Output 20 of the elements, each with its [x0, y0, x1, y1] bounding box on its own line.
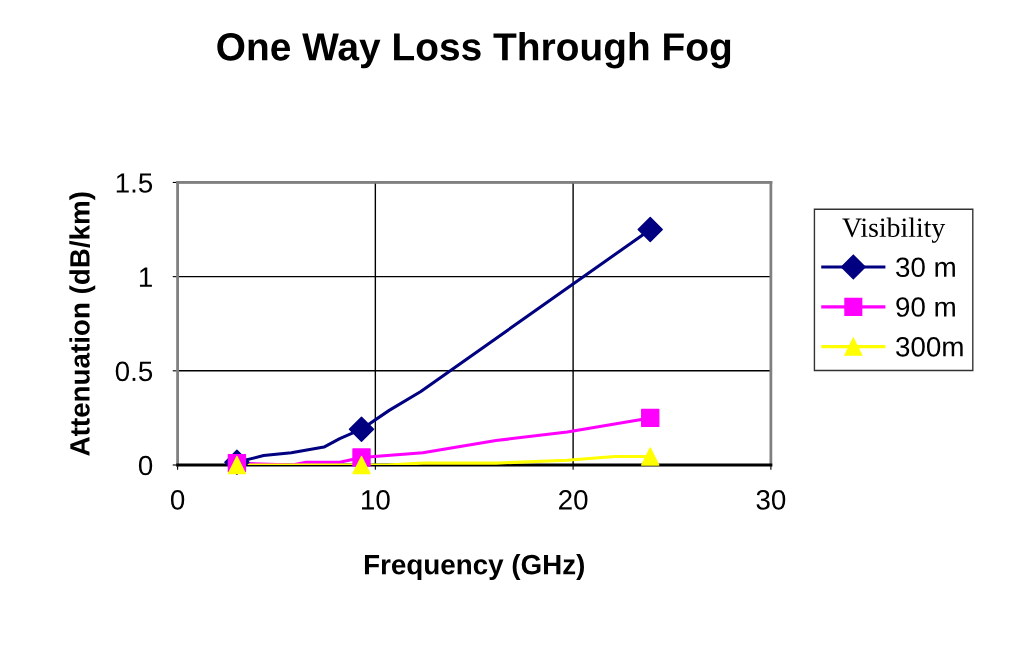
point [641, 447, 660, 466]
x-tick-label: 0 [170, 490, 185, 510]
y-tick-label: 0 [138, 455, 153, 476]
y-tick-label: 0.5 [115, 361, 153, 382]
point [637, 216, 663, 243]
x-tick-label: 20 [559, 490, 588, 510]
y-tick-label: 1 [139, 267, 152, 287]
point [352, 455, 371, 475]
legend-label: 90 m [896, 297, 955, 317]
chart-title: One Way Loss Through Fog [217, 32, 731, 69]
y-tick-label: 1.5 [116, 173, 153, 193]
x-axis-title: Frequency (GHz) [364, 554, 584, 580]
y-axis-title: Attenuation (dB/km) [69, 192, 96, 456]
point [641, 408, 660, 428]
x-tick-label: 10 [362, 490, 390, 510]
point [348, 416, 375, 442]
legend-label: 30 m [896, 257, 955, 278]
legend-title: Visibility [842, 217, 946, 243]
legend-label: 300m [896, 336, 963, 357]
x-tick-label: 30 [756, 490, 786, 510]
